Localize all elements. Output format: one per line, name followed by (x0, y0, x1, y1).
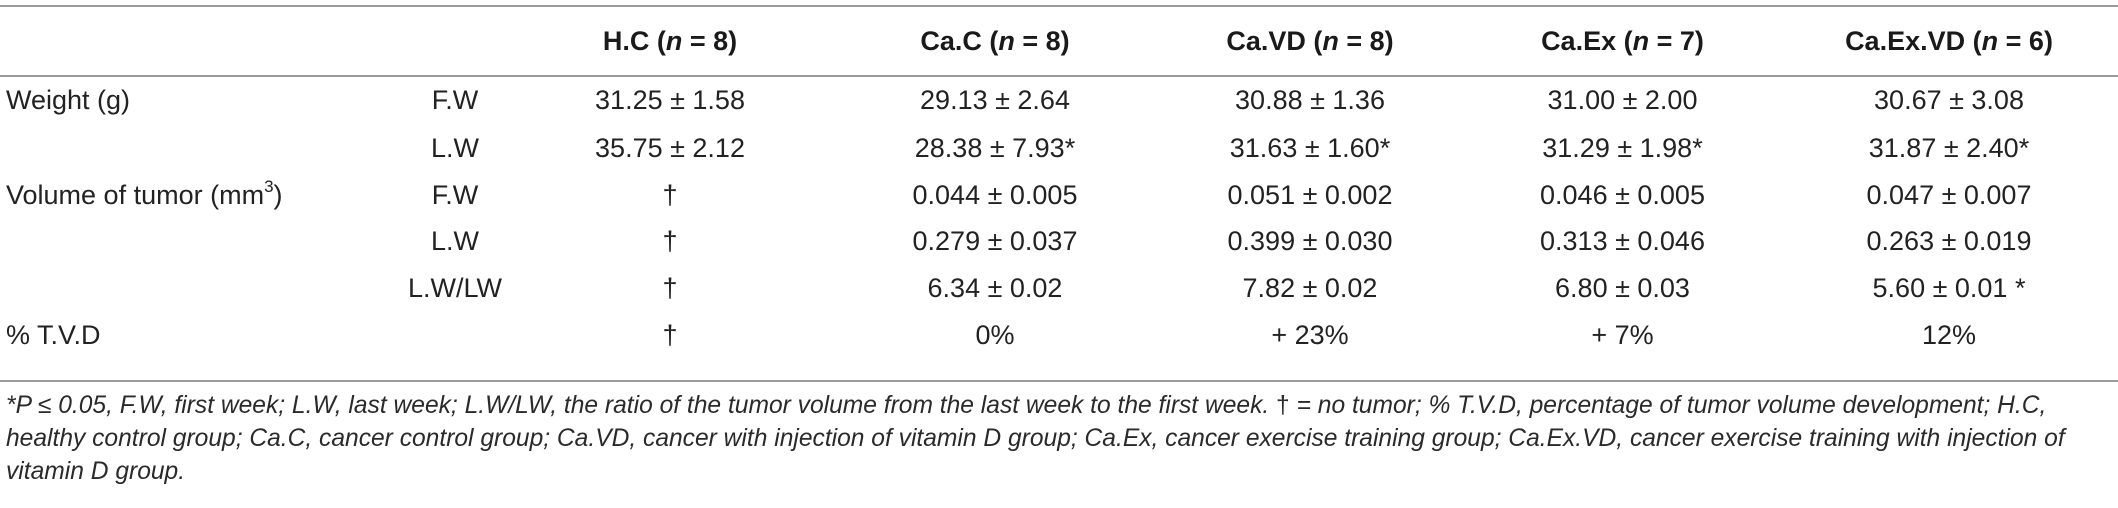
cell-value: 31.63 ± 1.60* (1229, 132, 1391, 163)
cell-value: 0.313 ± 0.046 (1540, 226, 1705, 257)
cell-value: † (662, 179, 678, 210)
cell-value: 0.047 ± 0.007 (1866, 179, 2032, 210)
cell-value: 0.399 ± 0.030 (1227, 226, 1393, 257)
table-row-weight-lw: L.W 35.75 ± 2.12 28.38 ± 7.93* 31.63 ± 1… (0, 125, 2118, 172)
results-table: H.C (n = 8) Ca.C (n = 8) Ca.VD (n = 8) C… (0, 7, 2118, 359)
table-row-tvd: % T.V.D † 0% + 23% + 7% 12% (0, 312, 2118, 359)
table-row-weight-fw: Weight (g) F.W 31.25 ± 1.58 29.13 ± 2.64… (0, 75, 2118, 125)
table-row-volume-ratio: L.W/LW † 6.34 ± 0.02 7.82 ± 0.02 6.80 ± … (0, 265, 2118, 312)
cell-value: + 23% (1271, 320, 1349, 351)
table-header-row: H.C (n = 8) Ca.C (n = 8) Ca.VD (n = 8) C… (0, 7, 2118, 75)
cell-value: 0.279 ± 0.037 (912, 226, 1078, 257)
header-group-cac: Ca.C (n = 8) (920, 25, 1070, 56)
cell-value: 12% (1921, 320, 1977, 351)
cell-value: † (662, 320, 678, 351)
row-sublabel-ratio: L.W/LW (408, 273, 502, 304)
cell-value: 5.60 ± 0.01 * (1872, 273, 2026, 304)
cell-value: 30.88 ± 1.36 (1235, 84, 1385, 115)
cell-value: 31.25 ± 1.58 (595, 84, 745, 115)
cell-value: 0.046 ± 0.005 (1540, 179, 1705, 210)
header-empty-label (0, 7, 405, 75)
row-sublabel-fw: F.W (431, 84, 479, 115)
cell-value: † (662, 273, 678, 304)
cell-value: 0.051 ± 0.002 (1227, 179, 1393, 210)
cell-value: 35.75 ± 2.12 (595, 132, 745, 163)
cell-value: 31.29 ± 1.98* (1542, 132, 1703, 163)
header-group-cavd: Ca.VD (n = 8) (1226, 25, 1394, 56)
header-group-caexvd: Ca.Ex.VD (n = 6) (1845, 25, 2053, 56)
row-sublabel-lw: L.W (430, 226, 479, 257)
row-label-empty (0, 265, 405, 312)
header-group-caex: Ca.Ex (n = 7) (1541, 25, 1704, 56)
cell-value: 6.34 ± 0.02 (927, 273, 1063, 304)
cell-value: 0% (975, 320, 1015, 351)
table-top-rule (0, 5, 2118, 7)
cell-value: + 7% (1591, 320, 1654, 351)
cell-value: 31.00 ± 2.00 (1547, 84, 1698, 115)
cell-value: 28.38 ± 7.93* (914, 132, 1076, 163)
table-header-rule (0, 75, 2118, 77)
row-sublabel-empty (405, 312, 505, 359)
row-label-weight: Weight (g) (6, 84, 131, 115)
row-label-volume: Volume of tumor (mm3) (6, 176, 283, 210)
cell-value: 29.13 ± 2.64 (920, 84, 1070, 115)
cell-value: 31.87 ± 2.40* (1868, 132, 2030, 163)
table-bottom-rule (0, 380, 2118, 382)
row-label-empty (0, 125, 405, 172)
table-footnote: *P ≤ 0.05, F.W, first week; L.W, last we… (6, 392, 2065, 485)
row-label-tvd: % T.V.D (6, 320, 101, 351)
table-row-volume-fw: Volume of tumor (mm3) F.W † 0.044 ± 0.00… (0, 172, 2118, 219)
cell-value: † (662, 226, 678, 257)
row-label-empty (0, 219, 405, 266)
header-group-hc: H.C (n = 8) (602, 25, 738, 56)
header-empty-sub (405, 7, 505, 75)
cell-value: 0.263 ± 0.019 (1866, 226, 2032, 257)
row-sublabel-lw: L.W (430, 132, 479, 163)
cell-value: 7.82 ± 0.02 (1242, 273, 1378, 304)
row-sublabel-fw: F.W (431, 179, 479, 210)
cell-value: 30.67 ± 3.08 (1874, 84, 2024, 115)
cell-value: 6.80 ± 0.03 (1555, 273, 1690, 304)
cell-value: 0.044 ± 0.005 (912, 179, 1078, 210)
table-row-volume-lw: L.W † 0.279 ± 0.037 0.399 ± 0.030 0.313 … (0, 219, 2118, 266)
